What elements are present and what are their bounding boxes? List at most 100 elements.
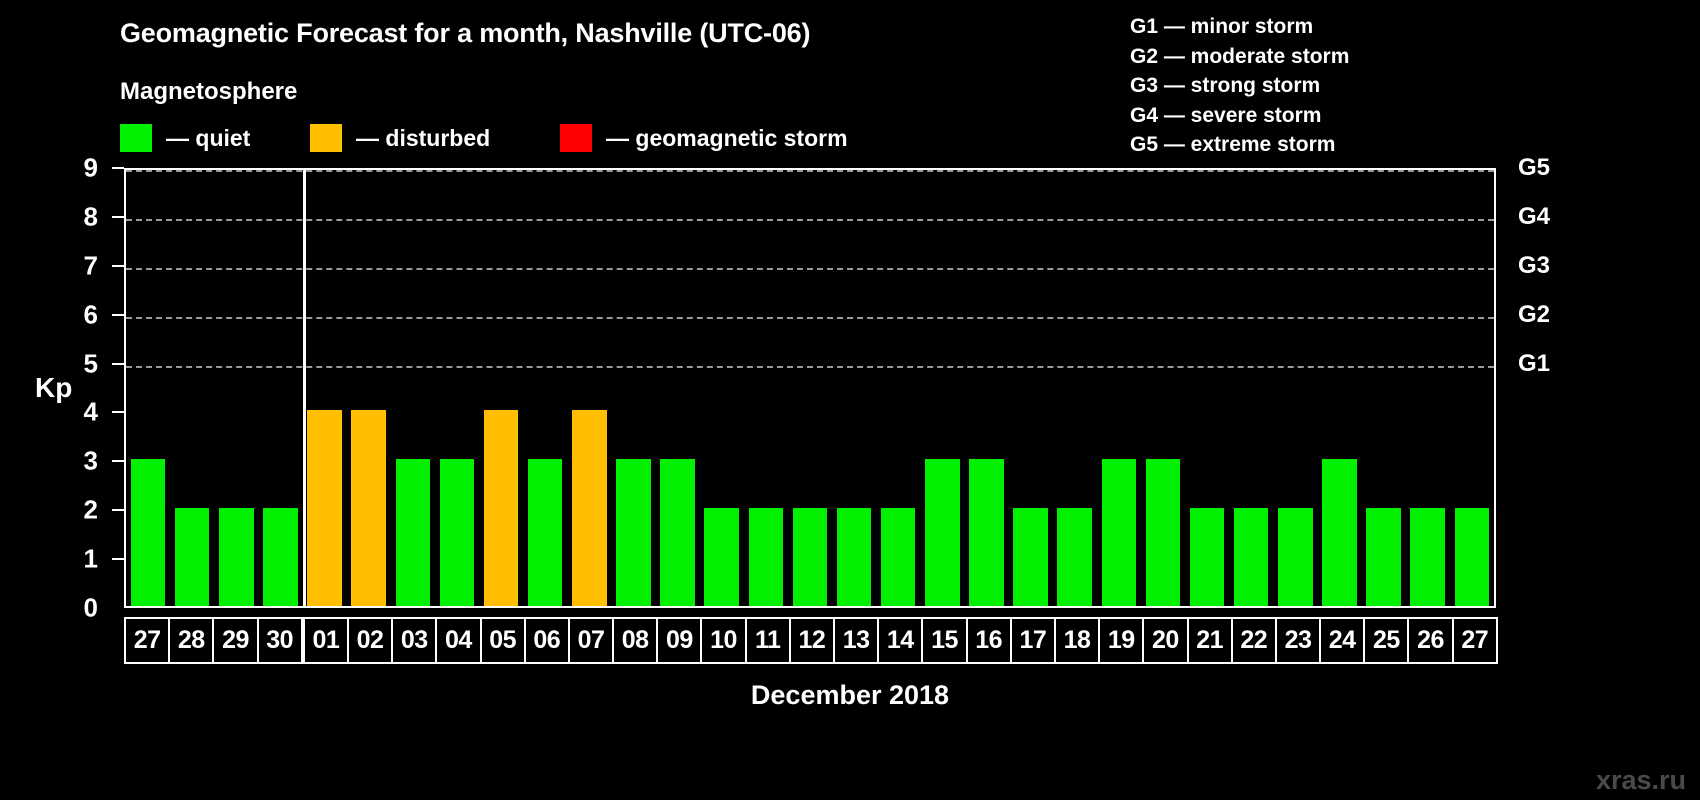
bar-cell[interactable] [126, 170, 170, 606]
bar-10-kp2[interactable] [704, 508, 739, 606]
day-cell-15[interactable]: 15 [921, 617, 968, 664]
day-cell-14[interactable]: 14 [877, 617, 924, 664]
bar-cell[interactable] [435, 170, 479, 606]
day-cell-21[interactable]: 21 [1186, 617, 1233, 664]
day-cell-25[interactable]: 25 [1363, 617, 1410, 664]
g-axis-label-G3: G3 [1518, 251, 1551, 279]
bar-cell[interactable] [964, 170, 1008, 606]
day-cell-02[interactable]: 02 [346, 617, 394, 664]
bar-30-kp2[interactable] [263, 508, 298, 606]
bar-cell[interactable] [1185, 170, 1229, 606]
day-cell-05[interactable]: 05 [479, 617, 526, 664]
bar-08-kp3[interactable] [616, 459, 651, 606]
day-cell-20[interactable]: 20 [1142, 617, 1189, 664]
day-cell-30[interactable]: 30 [256, 617, 303, 664]
bar-cell[interactable] [832, 170, 876, 606]
bar-07-kp4[interactable] [572, 410, 607, 606]
day-cell-19[interactable]: 19 [1098, 617, 1145, 664]
bar-cell[interactable] [1450, 170, 1494, 606]
y-tick-label-6: 6 [83, 299, 98, 330]
bar-cell[interactable] [1406, 170, 1450, 606]
y-tick-label-2: 2 [83, 494, 98, 525]
day-cell-10[interactable]: 10 [700, 617, 747, 664]
bar-cell[interactable] [1097, 170, 1141, 606]
day-cell-18[interactable]: 18 [1053, 617, 1101, 664]
day-label: 09 [665, 626, 693, 654]
bar-14-kp2[interactable] [880, 508, 916, 606]
day-label: 26 [1417, 626, 1444, 654]
day-cell-06[interactable]: 06 [523, 617, 570, 664]
day-label: 11 [755, 626, 781, 654]
bar-cell[interactable] [303, 170, 347, 606]
bar-09-kp3[interactable] [660, 459, 695, 606]
bar-cell[interactable] [391, 170, 435, 606]
day-cell-13[interactable]: 13 [833, 617, 880, 664]
day-cell-26[interactable]: 26 [1407, 617, 1454, 664]
bar-cell[interactable] [1229, 170, 1273, 606]
day-cell-04[interactable]: 04 [435, 617, 482, 664]
bar-23-kp2[interactable] [1278, 508, 1313, 606]
bar-27-kp3[interactable] [130, 459, 166, 606]
bar-03-kp3[interactable] [395, 459, 431, 606]
day-cell-22[interactable]: 22 [1230, 617, 1277, 664]
bar-cell[interactable] [656, 170, 700, 606]
bar-21-kp2[interactable] [1189, 508, 1225, 606]
bar-cell[interactable] [214, 170, 258, 606]
bar-27-kp2[interactable] [1454, 508, 1490, 606]
bar-16-kp3[interactable] [969, 459, 1004, 606]
bar-cell[interactable] [611, 170, 655, 606]
day-cell-27[interactable]: 27 [1451, 617, 1498, 664]
bar-28-kp2[interactable] [174, 508, 210, 606]
bar-cell[interactable] [1009, 170, 1053, 606]
bar-17-kp2[interactable] [1013, 508, 1048, 606]
bar-22-kp2[interactable] [1233, 508, 1269, 606]
day-cell-27[interactable]: 27 [124, 617, 171, 664]
bar-19-kp3[interactable] [1101, 459, 1137, 606]
bar-11-kp2[interactable] [748, 508, 784, 606]
bar-12-kp2[interactable] [792, 508, 828, 606]
bar-01-kp4[interactable] [307, 410, 342, 606]
bar-06-kp3[interactable] [527, 459, 563, 606]
bar-13-kp2[interactable] [836, 508, 872, 606]
bar-cell[interactable] [1053, 170, 1097, 606]
bar-24-kp3[interactable] [1322, 459, 1357, 606]
day-cell-03[interactable]: 03 [391, 617, 438, 664]
bar-cell[interactable] [567, 170, 611, 606]
bar-29-kp2[interactable] [219, 508, 254, 606]
bar-cell[interactable] [1362, 170, 1406, 606]
bar-18-kp2[interactable] [1057, 508, 1092, 606]
bar-cell[interactable] [1317, 170, 1361, 606]
bar-26-kp2[interactable] [1410, 508, 1445, 606]
day-cell-08[interactable]: 08 [612, 617, 659, 664]
day-cell-28[interactable]: 28 [168, 617, 215, 664]
day-cell-17[interactable]: 17 [1009, 617, 1056, 664]
bar-20-kp3[interactable] [1145, 459, 1181, 606]
bar-cell[interactable] [876, 170, 920, 606]
bar-15-kp3[interactable] [925, 459, 960, 606]
bar-cell[interactable] [1141, 170, 1185, 606]
bar-05-kp4[interactable] [483, 410, 519, 606]
bar-cell[interactable] [479, 170, 523, 606]
gridline-kp-7 [126, 267, 1494, 270]
bar-cell[interactable] [788, 170, 832, 606]
bar-cell[interactable] [523, 170, 567, 606]
day-cell-09[interactable]: 09 [656, 617, 703, 664]
bar-cell[interactable] [700, 170, 744, 606]
day-cell-11[interactable]: 11 [744, 617, 791, 664]
bar-cell[interactable] [920, 170, 964, 606]
bar-cell[interactable] [347, 170, 391, 606]
day-cell-01[interactable]: 01 [302, 617, 349, 664]
bar-cell[interactable] [258, 170, 302, 606]
day-cell-07[interactable]: 07 [567, 617, 615, 664]
day-cell-29[interactable]: 29 [212, 617, 259, 664]
day-cell-16[interactable]: 16 [965, 617, 1012, 664]
day-cell-12[interactable]: 12 [788, 617, 835, 664]
bar-cell[interactable] [744, 170, 788, 606]
bar-04-kp3[interactable] [439, 459, 475, 606]
bar-cell[interactable] [1273, 170, 1317, 606]
bar-cell[interactable] [170, 170, 214, 606]
day-cell-24[interactable]: 24 [1319, 617, 1366, 664]
bar-25-kp2[interactable] [1366, 508, 1401, 606]
day-cell-23[interactable]: 23 [1274, 617, 1322, 664]
bar-02-kp4[interactable] [351, 410, 386, 606]
